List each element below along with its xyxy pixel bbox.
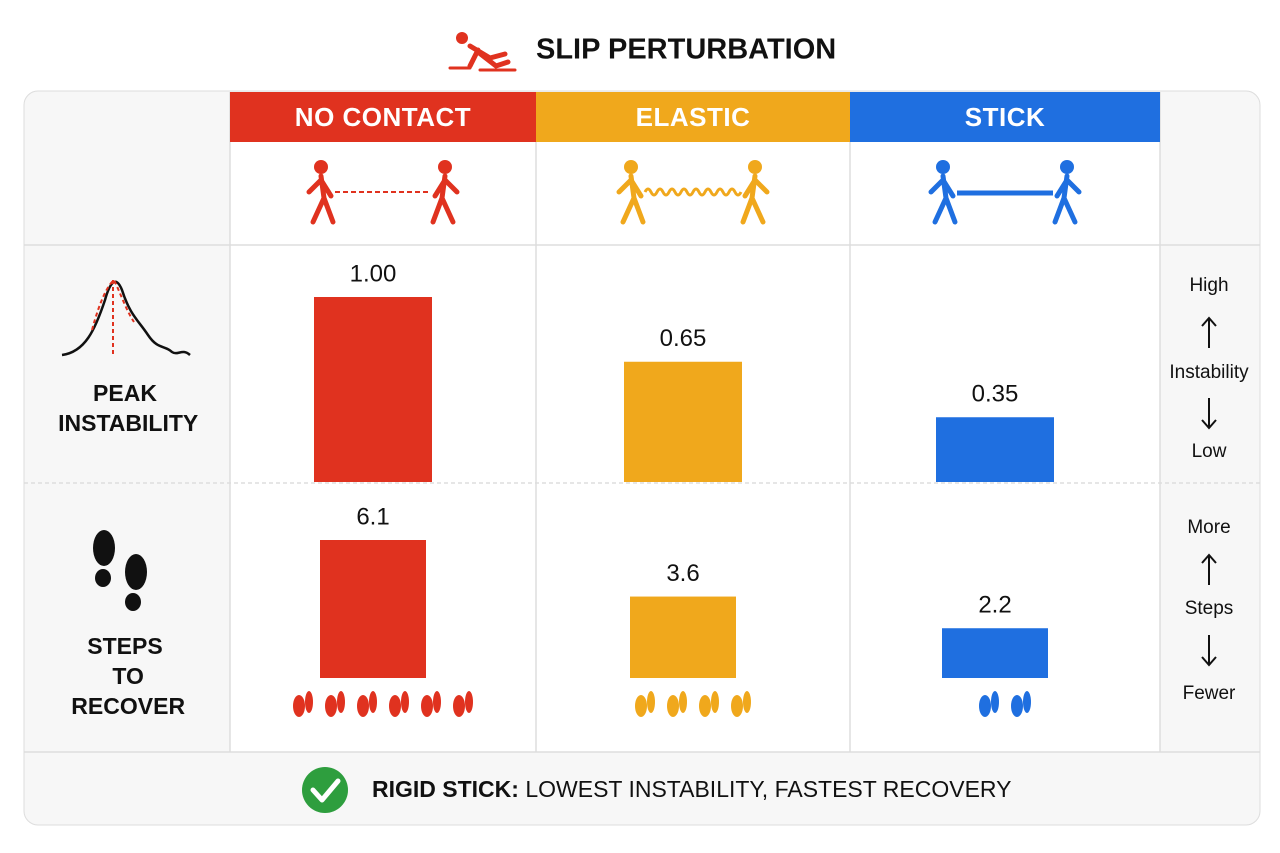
- person-icon: [616, 160, 646, 225]
- value-label: 2.2: [978, 592, 1011, 619]
- scale-low: Low: [1192, 441, 1227, 462]
- check-icon: [302, 767, 348, 813]
- bar: [942, 628, 1048, 678]
- footprints-icon: [93, 530, 147, 611]
- footprint: [679, 691, 687, 713]
- column-header-label: NO CONTACT: [295, 102, 471, 132]
- footer-text: LOWEST INSTABILITY, FASTEST RECOVERY: [525, 776, 1011, 802]
- scale-middle: Steps: [1185, 598, 1234, 619]
- footprint: [635, 695, 647, 717]
- bar: [320, 540, 426, 678]
- column-header-label: ELASTIC: [636, 102, 751, 132]
- footprint: [453, 695, 465, 717]
- title: SLIP PERTURBATION: [536, 34, 836, 66]
- value-label: 3.6: [666, 560, 699, 587]
- footprint: [421, 695, 433, 717]
- head: [438, 160, 452, 174]
- body: [616, 173, 646, 225]
- value-label: 1.00: [350, 260, 397, 287]
- scale-arrows: [1201, 316, 1217, 667]
- footer-bold: RIGID STICK:: [372, 776, 519, 802]
- footprint: [433, 691, 441, 713]
- footprint: [337, 691, 345, 713]
- footprint: [465, 691, 473, 713]
- footer: RIGID STICK: LOWEST INSTABILITY, FASTEST…: [372, 776, 1011, 802]
- scale-high: High: [1189, 275, 1228, 296]
- bar: [624, 361, 742, 482]
- scale-low: Fewer: [1183, 683, 1236, 704]
- scale-high: More: [1187, 517, 1230, 538]
- footprint: [647, 691, 655, 713]
- footprint: [711, 691, 719, 713]
- value-label: 0.35: [972, 381, 1019, 408]
- person-icon: [306, 160, 336, 225]
- body: [1052, 173, 1082, 225]
- grid-lines: [24, 92, 1260, 753]
- person-icon: [928, 160, 958, 225]
- footprint: [1023, 691, 1031, 713]
- person-icon: [430, 160, 460, 225]
- column-header-label: STICK: [965, 102, 1046, 132]
- bar: [630, 596, 736, 678]
- footprint: [699, 695, 711, 717]
- footprint: [401, 691, 409, 713]
- column-header: [536, 92, 850, 142]
- head: [624, 160, 638, 174]
- footprint: [731, 695, 743, 717]
- body: [740, 173, 770, 225]
- peak-curve-icon: [61, 278, 191, 357]
- person-icon: [740, 160, 770, 225]
- footprint: [305, 691, 313, 713]
- bar: [936, 417, 1054, 482]
- bar: [314, 297, 432, 482]
- footprint: [293, 695, 305, 717]
- head: [1060, 160, 1074, 174]
- body: [306, 173, 336, 225]
- footprint: [979, 695, 991, 717]
- check-mark: [310, 778, 341, 803]
- value-label: 0.65: [660, 325, 707, 352]
- footprint: [325, 695, 337, 717]
- footprint: [357, 695, 369, 717]
- scale-middle: Instability: [1169, 362, 1249, 383]
- value-label: 6.1: [356, 503, 389, 530]
- head: [936, 160, 950, 174]
- column-header: [850, 92, 1160, 142]
- head: [748, 160, 762, 174]
- slip-icon: [448, 32, 517, 72]
- column-header: [230, 92, 536, 142]
- connector-elastic: [643, 187, 743, 197]
- footprint: [743, 691, 751, 713]
- footprint: [667, 695, 679, 717]
- person-icon: [1052, 160, 1082, 225]
- row-label: STEPS TO RECOVER: [65, 633, 186, 719]
- row-label: PEAK INSTABILITY: [52, 380, 199, 436]
- footprint: [991, 691, 999, 713]
- body: [928, 173, 958, 225]
- footprint: [369, 691, 377, 713]
- footprint: [1011, 695, 1023, 717]
- footprint: [389, 695, 401, 717]
- head: [314, 160, 328, 174]
- body: [430, 173, 460, 225]
